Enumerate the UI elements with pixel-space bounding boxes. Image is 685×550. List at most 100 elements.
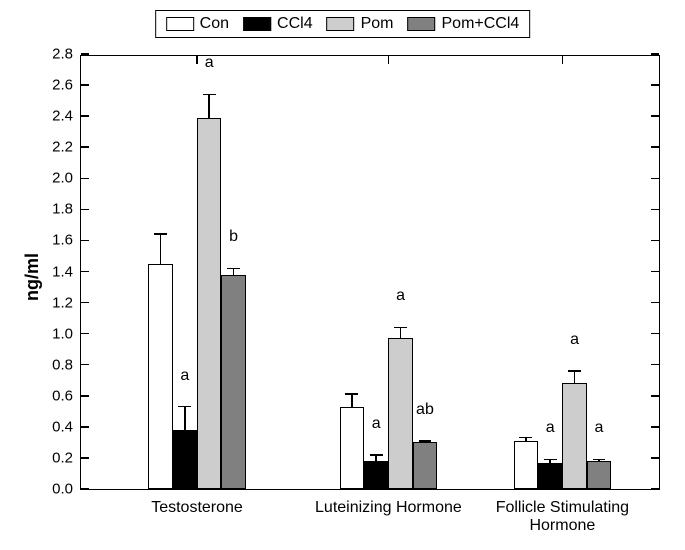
axis-tick <box>81 426 89 428</box>
bar <box>340 407 364 489</box>
error-bar <box>400 327 402 338</box>
axis-tick <box>81 84 89 86</box>
axis-tick <box>388 56 390 64</box>
bar-annotation: a <box>546 419 555 437</box>
y-tick-label: 2.2 <box>52 139 81 156</box>
legend-swatch <box>327 17 355 31</box>
y-tick-label: 2.0 <box>52 170 81 187</box>
axis-tick <box>651 302 659 304</box>
y-tick-label: 2.6 <box>52 77 81 94</box>
error-cap <box>544 459 557 461</box>
y-tick-label: 1.4 <box>52 263 81 280</box>
bar <box>562 383 586 489</box>
legend: Con CCl4 Pom Pom+CCl4 <box>155 10 531 38</box>
bar-annotation: a <box>594 419 603 437</box>
y-tick-label: 1.8 <box>52 201 81 218</box>
bar <box>413 442 437 489</box>
y-tick-label: 2.8 <box>52 46 81 63</box>
axis-tick <box>81 146 89 148</box>
error-cap <box>345 393 358 395</box>
error-bar <box>233 268 235 274</box>
bar <box>538 463 562 489</box>
bar-annotation: a <box>180 367 189 385</box>
error-cap <box>519 437 532 439</box>
x-category-label: Testosterone <box>151 489 243 517</box>
error-cap <box>370 454 383 456</box>
axis-tick <box>651 333 659 335</box>
axis-tick <box>81 115 89 117</box>
bar <box>148 264 172 489</box>
axis-tick <box>651 395 659 397</box>
x-category-label: Luteinizing Hormone <box>315 489 462 517</box>
error-cap <box>203 94 216 96</box>
axis-tick <box>651 240 659 242</box>
axis-tick <box>81 178 89 180</box>
error-cap <box>593 459 606 461</box>
error-cap <box>419 440 432 442</box>
axis-tick <box>651 146 659 148</box>
bar-annotation: b <box>229 228 238 246</box>
bar-annotation: ab <box>416 401 434 419</box>
bar-annotation: a <box>372 415 381 433</box>
y-tick-label: 0.8 <box>52 356 81 373</box>
error-bar <box>184 407 186 430</box>
y-tick-label: 1.0 <box>52 325 81 342</box>
x-category-label: Follicle StimulatingHormone <box>496 489 629 536</box>
legend-label: Pom+CCl4 <box>442 15 520 33</box>
error-bar <box>160 234 162 264</box>
legend-label: Pom <box>361 15 394 33</box>
bar <box>587 461 611 489</box>
axis-tick <box>81 271 89 273</box>
error-cap <box>178 406 191 408</box>
legend-label: CCl4 <box>277 15 313 33</box>
bar <box>514 441 538 489</box>
plot-area: 0.00.20.40.60.81.01.21.41.61.82.02.22.42… <box>80 55 660 490</box>
legend-label: Con <box>200 15 229 33</box>
error-cap <box>227 268 240 270</box>
axis-tick <box>651 178 659 180</box>
y-axis-label: ng/ml <box>22 253 43 301</box>
bar-annotation: a <box>570 331 579 349</box>
axis-tick <box>651 271 659 273</box>
error-bar <box>351 394 353 406</box>
y-tick-label: 1.6 <box>52 232 81 249</box>
axis-tick <box>81 240 89 242</box>
error-bar <box>375 455 377 461</box>
axis-tick <box>651 488 659 490</box>
error-bar <box>208 94 210 117</box>
hormone-bar-chart: Con CCl4 Pom Pom+CCl4 0.00.20.40.60.81.01.2… <box>0 0 685 550</box>
axis-tick <box>81 395 89 397</box>
axis-tick <box>81 209 89 211</box>
axis-tick <box>81 333 89 335</box>
bar <box>173 430 197 489</box>
y-tick-label: 2.4 <box>52 108 81 125</box>
legend-item: Pom <box>327 15 394 33</box>
y-tick-label: 0.4 <box>52 418 81 435</box>
error-bar <box>574 371 576 383</box>
y-tick-label: 0.2 <box>52 449 81 466</box>
bar <box>388 338 412 489</box>
axis-tick <box>651 364 659 366</box>
bar <box>364 461 388 489</box>
error-cap <box>568 370 581 372</box>
y-tick-label: 0.0 <box>52 481 81 498</box>
axis-tick <box>562 56 564 64</box>
legend-item: Con <box>166 15 229 33</box>
legend-swatch <box>166 17 194 31</box>
legend-swatch <box>408 17 436 31</box>
y-tick-label: 0.6 <box>52 387 81 404</box>
axis-tick <box>81 457 89 459</box>
axis-tick <box>81 488 89 490</box>
axis-tick <box>81 53 89 55</box>
bar-annotation: a <box>396 287 405 305</box>
axis-tick <box>651 426 659 428</box>
legend-item: CCl4 <box>243 15 313 33</box>
axis-tick <box>81 302 89 304</box>
legend-item: Pom+CCl4 <box>408 15 520 33</box>
bar-annotation: a <box>205 54 214 72</box>
error-cap <box>394 327 407 329</box>
legend-swatch <box>243 17 271 31</box>
axis-tick <box>651 209 659 211</box>
axis-tick <box>81 364 89 366</box>
axis-tick <box>651 115 659 117</box>
